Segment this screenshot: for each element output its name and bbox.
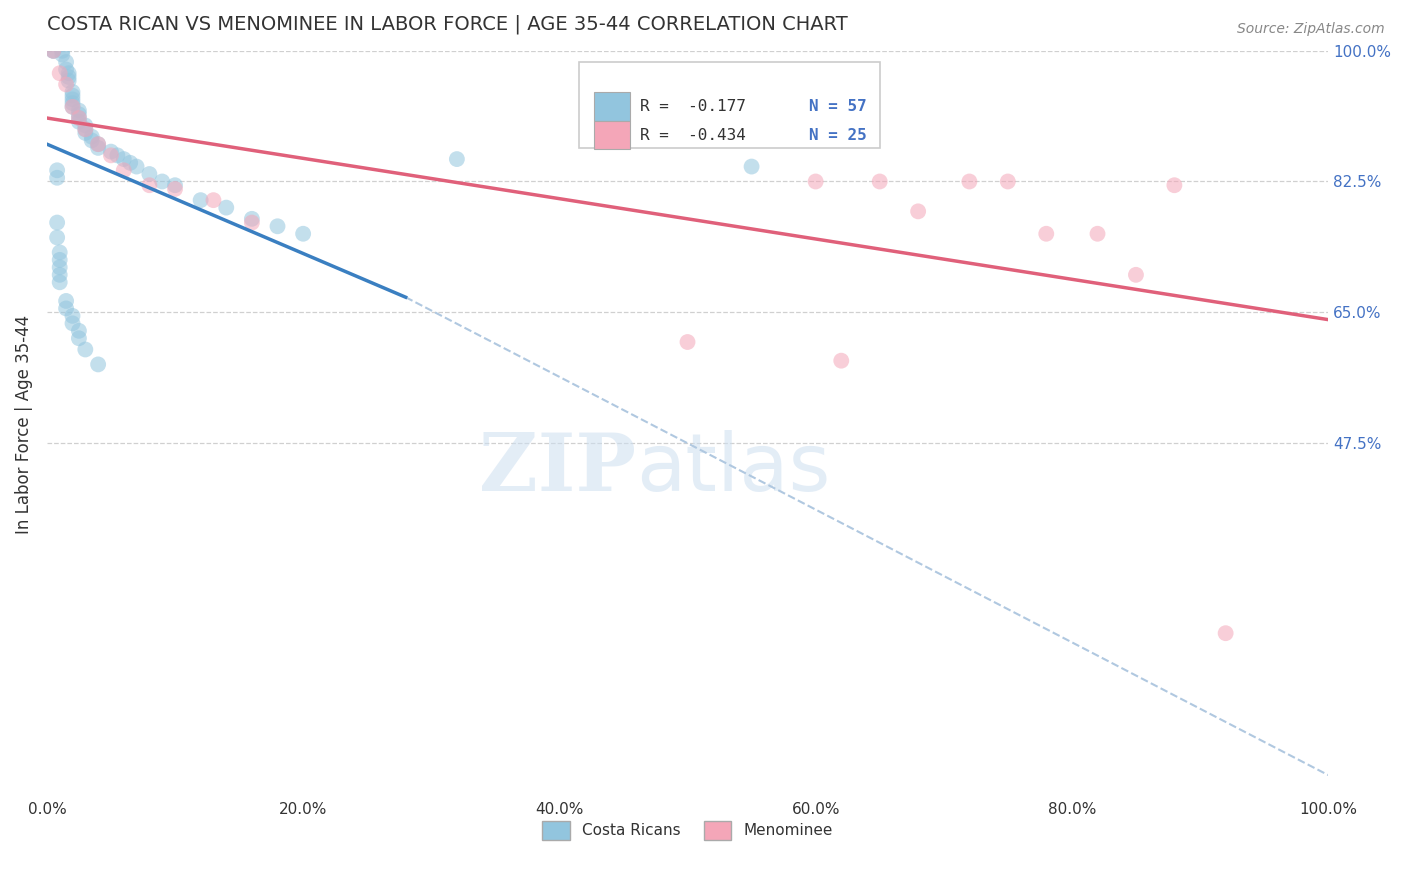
Point: [67, 115, 90, 129]
Point: [997, 174, 1019, 188]
Y-axis label: In Labor Force | Age 35-44: In Labor Force | Age 35-44: [15, 315, 32, 533]
Point: [869, 174, 891, 188]
Point: [46, 216, 69, 230]
Point: [42, 44, 65, 58]
Point: [163, 182, 186, 196]
Point: [62, 309, 84, 323]
Point: [1215, 626, 1237, 640]
Point: [55, 62, 77, 77]
Point: [55, 55, 77, 70]
Point: [215, 201, 238, 215]
Point: [1035, 227, 1057, 241]
Text: N = 25: N = 25: [808, 128, 868, 143]
Point: [105, 148, 128, 162]
Point: [125, 160, 148, 174]
Point: [48, 245, 70, 260]
Point: [42, 44, 65, 58]
Point: [67, 107, 90, 121]
Point: [67, 103, 90, 118]
Point: [67, 324, 90, 338]
Point: [46, 170, 69, 185]
Point: [80, 133, 103, 147]
Point: [240, 216, 263, 230]
Point: [46, 230, 69, 244]
Point: [58, 73, 80, 87]
Point: [48, 252, 70, 267]
Point: [62, 96, 84, 111]
Point: [75, 343, 97, 357]
Point: [67, 111, 90, 125]
Point: [55, 301, 77, 316]
Point: [163, 178, 186, 193]
Point: [150, 174, 173, 188]
Text: ZIP: ZIP: [479, 430, 637, 508]
Point: [87, 358, 110, 372]
Point: [112, 152, 135, 166]
Text: N = 57: N = 57: [808, 99, 868, 114]
Text: atlas: atlas: [637, 430, 831, 508]
Point: [55, 293, 77, 308]
Point: [62, 316, 84, 330]
Point: [48, 268, 70, 282]
Point: [62, 88, 84, 103]
Point: [292, 227, 315, 241]
Point: [62, 85, 84, 99]
Point: [48, 66, 70, 80]
Point: [112, 163, 135, 178]
Point: [75, 119, 97, 133]
Point: [240, 211, 263, 226]
Point: [75, 126, 97, 140]
Point: [100, 148, 122, 162]
Point: [87, 141, 110, 155]
Point: [138, 167, 160, 181]
Text: R =  -0.177: R = -0.177: [640, 99, 747, 114]
Point: [67, 111, 90, 125]
Point: [741, 160, 763, 174]
Point: [202, 193, 225, 207]
Point: [190, 193, 212, 207]
Text: R =  -0.434: R = -0.434: [640, 128, 747, 143]
Point: [46, 163, 69, 178]
Point: [80, 129, 103, 144]
FancyBboxPatch shape: [593, 120, 630, 149]
Point: [62, 92, 84, 106]
FancyBboxPatch shape: [579, 62, 880, 148]
FancyBboxPatch shape: [593, 93, 630, 120]
Point: [42, 44, 65, 58]
Point: [48, 260, 70, 275]
Point: [446, 152, 468, 166]
Point: [100, 145, 122, 159]
Point: [58, 70, 80, 84]
Legend: Costa Ricans, Menominee: Costa Ricans, Menominee: [536, 815, 839, 846]
Point: [87, 137, 110, 152]
Point: [51, 47, 73, 62]
Point: [1087, 227, 1109, 241]
Point: [62, 100, 84, 114]
Point: [58, 66, 80, 80]
Text: Source: ZipAtlas.com: Source: ZipAtlas.com: [1237, 22, 1385, 37]
Point: [51, 44, 73, 58]
Point: [266, 219, 288, 234]
Point: [676, 334, 699, 349]
Point: [804, 174, 827, 188]
Point: [67, 331, 90, 345]
Point: [1163, 178, 1185, 193]
Point: [87, 137, 110, 152]
Point: [75, 122, 97, 136]
Point: [907, 204, 929, 219]
Point: [75, 122, 97, 136]
Point: [1125, 268, 1147, 282]
Point: [830, 353, 852, 368]
Text: COSTA RICAN VS MENOMINEE IN LABOR FORCE | AGE 35-44 CORRELATION CHART: COSTA RICAN VS MENOMINEE IN LABOR FORCE …: [46, 15, 848, 35]
Point: [48, 275, 70, 289]
Point: [55, 78, 77, 92]
Point: [120, 156, 142, 170]
Point: [957, 174, 980, 188]
Point: [62, 100, 84, 114]
Point: [138, 178, 160, 193]
